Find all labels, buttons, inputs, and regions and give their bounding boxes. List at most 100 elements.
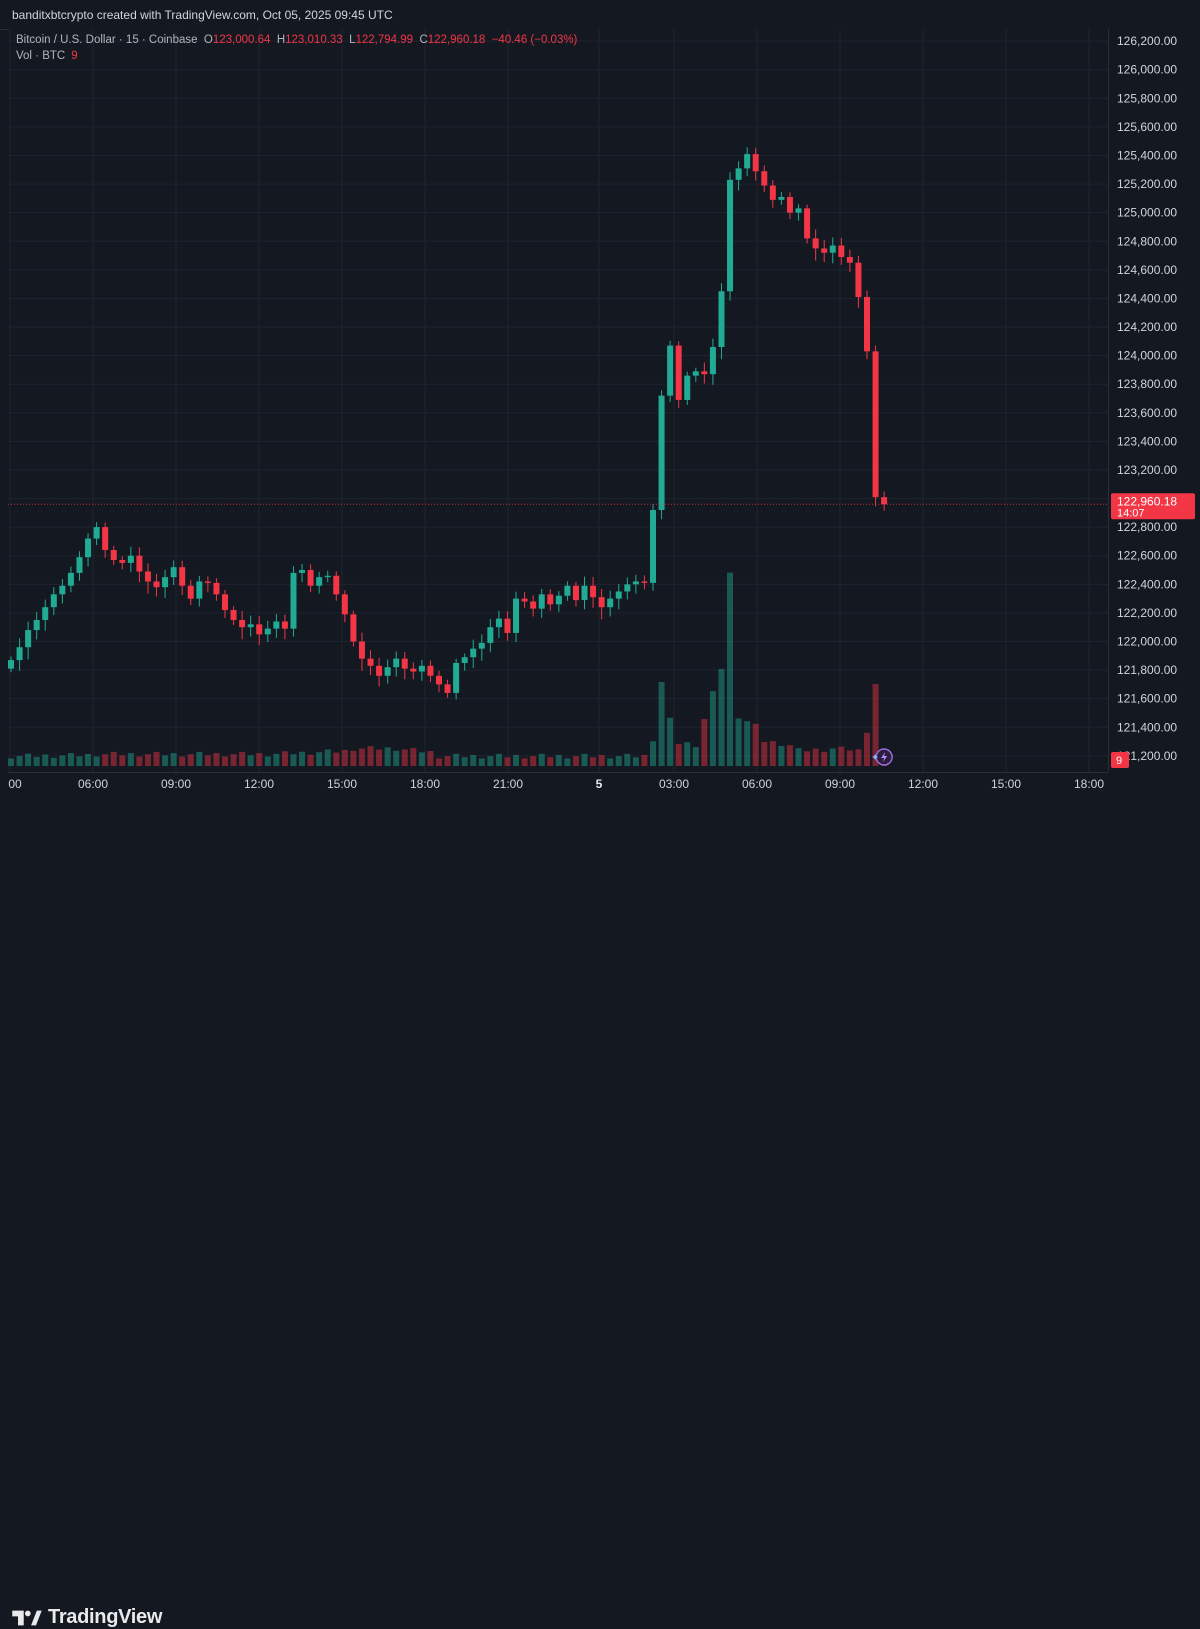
price-tick-label: 125,200.00	[1117, 177, 1177, 191]
volume-bar	[727, 572, 734, 766]
candle-body	[632, 581, 639, 585]
candle-body	[598, 597, 605, 608]
volume-bar	[461, 757, 468, 766]
candle-body	[864, 297, 870, 352]
volume-bar	[513, 754, 520, 766]
candle-body	[572, 585, 579, 601]
volume-bar	[718, 668, 725, 766]
candle-body	[316, 577, 323, 586]
price-tick-label: 122,200.00	[1117, 606, 1177, 620]
volume-bar	[581, 753, 588, 766]
candle-body	[273, 621, 280, 629]
candle-body	[821, 248, 828, 253]
candle-body	[144, 571, 151, 582]
volume-bar	[547, 757, 554, 766]
ohlc-legend-row[interactable]: Bitcoin / U.S. Dollar · 15 · Coinbase O1…	[16, 34, 577, 50]
volume-bar	[230, 754, 237, 766]
brand-name: TradingView	[48, 1606, 163, 1628]
candle-body	[222, 594, 228, 611]
volume-bar	[495, 753, 502, 766]
time-tick-label: 06:00	[742, 777, 772, 791]
volume-bar	[864, 732, 870, 766]
volume-bar	[153, 751, 160, 766]
time-tick-label: 3:00	[8, 777, 22, 791]
candle-body	[350, 614, 357, 642]
candle-body	[299, 570, 306, 573]
candle-body	[358, 641, 365, 659]
volume-bar	[667, 717, 674, 766]
volume-bar	[410, 748, 417, 766]
time-tick-label: 03:00	[659, 777, 689, 791]
tradingview-logo[interactable]: TradingView	[12, 1606, 162, 1629]
volume-bar	[804, 751, 811, 766]
price-tick-label: 125,600.00	[1117, 120, 1177, 134]
sparkle-icon	[872, 754, 879, 760]
price-scale[interactable]: 126,200.00 126,000.00 125,800.00 125,600.00…	[1109, 29, 1200, 772]
candle-body	[307, 570, 314, 586]
candle-body	[170, 567, 177, 578]
candle-body	[436, 675, 442, 685]
volume-bar	[127, 753, 134, 766]
volume-badge	[1111, 752, 1129, 768]
candle-body	[93, 527, 100, 539]
last-price-badge[interactable]	[1111, 493, 1195, 520]
price-tick-label: 122,400.00	[1117, 577, 1177, 591]
price-tick-label: 124,800.00	[1117, 234, 1177, 248]
volume-value: 9	[71, 50, 78, 62]
volume-bar	[333, 752, 340, 766]
volume-legend-row[interactable]: Vol · BTC 9	[16, 50, 577, 66]
candle-body	[684, 375, 691, 400]
price-tick-label: 126,200.00	[1117, 34, 1177, 48]
chart-pane[interactable]	[8, 29, 1108, 772]
volume-bar	[427, 751, 434, 766]
volume-bar	[324, 749, 331, 766]
volume-bar	[624, 753, 631, 766]
candle-body	[564, 585, 571, 596]
candle-body	[735, 168, 742, 180]
time-tick-label: 06:00	[78, 777, 108, 791]
candlestick-chart[interactable]	[8, 29, 1108, 772]
volume-bar	[281, 751, 288, 766]
volume-label[interactable]: Vol · BTC	[16, 50, 66, 62]
volume-bar	[812, 748, 819, 766]
candle-body	[675, 345, 682, 400]
volume-bar	[598, 754, 605, 766]
candle-body	[59, 585, 66, 595]
volume-bar	[110, 751, 117, 766]
candle-body	[504, 618, 511, 633]
volume-bar	[444, 756, 451, 766]
volume-bar	[85, 753, 92, 766]
close-value: 122,960.18	[427, 34, 486, 46]
volume-bar	[204, 755, 211, 766]
candle-body	[453, 662, 460, 693]
change-value: −40.46 (−0.03%)	[491, 34, 578, 46]
candle-body	[33, 620, 40, 631]
candle-body	[393, 658, 400, 668]
candle-body	[196, 581, 203, 599]
candle-body	[727, 179, 734, 292]
symbol-label[interactable]: Bitcoin / U.S. Dollar · 15 · Coinbase	[16, 34, 198, 46]
candle-body	[179, 567, 186, 586]
candle-body	[495, 618, 502, 628]
price-axis[interactable]: 126,200.00 126,000.00 125,800.00 125,600.00…	[1108, 29, 1200, 772]
volume-bar	[795, 748, 802, 766]
volume-bar	[829, 748, 836, 766]
price-tick-label: 122,000.00	[1117, 635, 1177, 649]
volume-bar	[222, 756, 228, 766]
time-scale[interactable]: 3:00 06:00 09:00 12:00 15:00 18:00 21:00 5 03:00…	[0, 773, 1108, 795]
volume-bar	[675, 743, 682, 766]
candle-body	[872, 351, 879, 498]
candle-body	[769, 185, 776, 200]
time-axis[interactable]: 3:00 06:00 09:00 12:00 15:00 18:00 21:00 5 03:00…	[0, 772, 1108, 795]
candle-body	[881, 497, 888, 505]
volume-bar	[187, 754, 194, 766]
price-tick-label: 122,800.00	[1117, 520, 1177, 534]
volume-bar	[358, 748, 365, 766]
candle-body	[461, 657, 468, 663]
volume-bar	[239, 751, 246, 766]
volume-bar	[453, 753, 460, 766]
candle-body	[607, 598, 614, 608]
candle-body	[804, 208, 811, 239]
volume-bar	[555, 754, 562, 766]
volume-badge-label: 9	[1116, 755, 1122, 767]
